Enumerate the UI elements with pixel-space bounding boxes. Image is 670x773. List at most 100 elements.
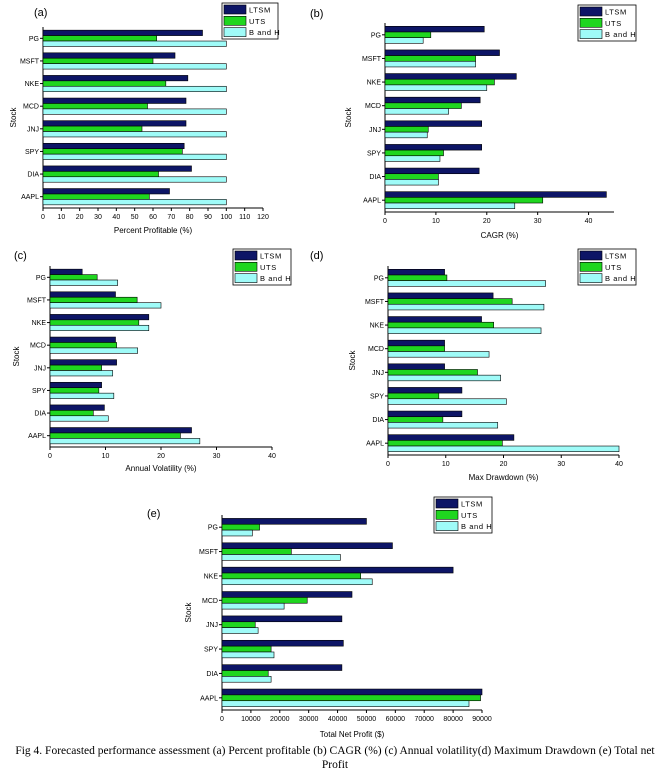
x-tick-label: 10 <box>57 214 65 221</box>
category-label: AAPL <box>200 695 218 702</box>
bar-ltsm-spy <box>387 387 463 394</box>
legend-label-uts: UTS <box>461 511 478 520</box>
legend-swatch-ltsm <box>579 6 603 17</box>
bar-uts-spy <box>42 148 183 155</box>
bar-b-and-h-msft <box>221 554 341 561</box>
bar-b-and-h-msft <box>387 303 545 311</box>
x-tick-label: 20 <box>157 453 165 460</box>
bar-uts-jnj <box>387 369 478 376</box>
bar-ltsm-aapl <box>49 427 192 434</box>
bar-b-and-h-aapl <box>384 202 516 209</box>
x-axis-label: Total Net Profit ($) <box>320 730 385 739</box>
bar-ltsm-nke <box>221 566 454 574</box>
x-tick-label: 90000 <box>472 716 492 723</box>
bar-ltsm-msft <box>384 49 500 56</box>
x-tick-label: 10 <box>102 453 110 460</box>
chart-panel-4: (d) 0 10 20 30 40 PG MSFT NKE MCD JNJ SPY DIA AAPL Max… <box>310 248 637 482</box>
bar-uts-jnj <box>221 621 256 628</box>
x-tick-label: 40 <box>585 218 593 225</box>
bar-uts-pg <box>387 274 448 281</box>
legend-label-b-and-h: B and H <box>249 28 280 37</box>
category-label: NKE <box>367 80 382 87</box>
bar-uts-nke <box>387 321 494 329</box>
category-label: JNJ <box>27 126 39 133</box>
x-tick-label: 0 <box>48 453 52 460</box>
bar-ltsm-pg <box>49 268 83 275</box>
bar-uts-mcd <box>384 102 462 109</box>
bar-ltsm-mcd <box>384 96 481 104</box>
bar-ltsm-aapl <box>221 688 483 696</box>
category-label: SPY <box>32 388 46 395</box>
bar-b-and-h-mcd <box>221 602 285 610</box>
legend-swatch-ltsm <box>435 498 459 509</box>
category-label: SPY <box>370 393 384 400</box>
x-tick-label: 60 <box>149 214 157 221</box>
bar-ltsm-pg <box>387 269 445 276</box>
bar-ltsm-dia <box>42 165 192 172</box>
legend-label-b-and-h: B and H <box>605 274 636 283</box>
bar-b-and-h-pg <box>49 279 119 286</box>
bar-b-and-h-nke <box>387 327 542 334</box>
bar-ltsm-dia <box>384 167 480 175</box>
bar-ltsm-mcd <box>49 336 116 343</box>
bar-uts-jnj <box>42 125 143 132</box>
legend-label-b-and-h: B and H <box>260 274 291 283</box>
bar-ltsm-aapl <box>387 434 515 441</box>
bar-b-and-h-dia <box>49 415 109 422</box>
bar-uts-msft <box>384 55 476 62</box>
category-label: MSFT <box>365 299 385 306</box>
panel-tag: (d) <box>310 250 323 262</box>
legend-label-uts: UTS <box>260 263 277 272</box>
legend: LTSM UTS B and H <box>221 2 280 40</box>
legend-swatch-b-and-h <box>223 27 247 37</box>
category-label: MSFT <box>362 56 382 63</box>
bar-b-and-h-jnj <box>384 131 428 139</box>
category-label: PG <box>208 525 218 532</box>
chart-panel-5: (e) 0 10000 20000 30000 40000 50000 60000 70000 8… <box>147 496 493 739</box>
legend-label-uts: UTS <box>249 17 266 26</box>
x-tick-label: 0 <box>383 218 387 225</box>
bar-b-and-h-dia <box>42 176 227 183</box>
category-label: NKE <box>25 81 40 88</box>
panel-tag: (c) <box>14 250 27 262</box>
x-tick-label: 10 <box>432 218 440 225</box>
bar-b-and-h-pg <box>42 40 227 47</box>
bar-b-and-h-mcd <box>387 351 490 358</box>
chart-panel-1: (a) 0 10 20 30 40 50 60 70 80 90 100 110 120 PG MSFT NKE… <box>9 2 280 235</box>
bar-uts-msft <box>49 296 138 303</box>
legend-swatch-ltsm <box>234 250 258 261</box>
bar-uts-nke <box>49 319 140 326</box>
bar-b-and-h-dia <box>387 422 499 429</box>
legend-label-uts: UTS <box>605 263 622 272</box>
legend-swatch-uts <box>234 261 258 272</box>
category-label: MSFT <box>27 297 47 304</box>
bar-ltsm-jnj <box>387 363 445 370</box>
bar-uts-pg <box>221 523 260 531</box>
legend: LTSM UTS B and H <box>577 248 637 286</box>
bar-ltsm-jnj <box>42 120 187 127</box>
category-label: MCD <box>368 346 384 353</box>
category-label: SPY <box>367 150 381 157</box>
bar-b-and-h-pg <box>384 37 424 44</box>
legend-label-ltsm: LTSM <box>249 6 271 15</box>
x-tick-label: 80000 <box>443 716 463 723</box>
x-tick-label: 120 <box>257 214 269 221</box>
y-axis-label: Stock <box>9 107 18 128</box>
bar-uts-dia <box>387 416 444 423</box>
x-tick-label: 30000 <box>299 716 319 723</box>
bar-b-and-h-jnj <box>42 131 227 138</box>
x-tick-label: 20000 <box>270 716 290 723</box>
bar-uts-mcd <box>221 597 308 604</box>
legend-label-ltsm: LTSM <box>605 252 627 261</box>
bar-ltsm-spy <box>384 144 482 151</box>
x-tick-label: 0 <box>386 461 390 468</box>
legend-label-b-and-h: B and H <box>605 30 636 39</box>
category-label: AAPL <box>363 198 381 205</box>
bar-uts-aapl <box>49 432 181 439</box>
legend-label-ltsm: LTSM <box>461 500 483 509</box>
bar-uts-aapl <box>42 193 150 200</box>
legend-label-ltsm: LTSM <box>260 252 282 261</box>
x-tick-label: 20 <box>483 218 491 225</box>
x-tick-label: 40 <box>615 461 623 468</box>
bar-ltsm-mcd <box>42 97 187 104</box>
